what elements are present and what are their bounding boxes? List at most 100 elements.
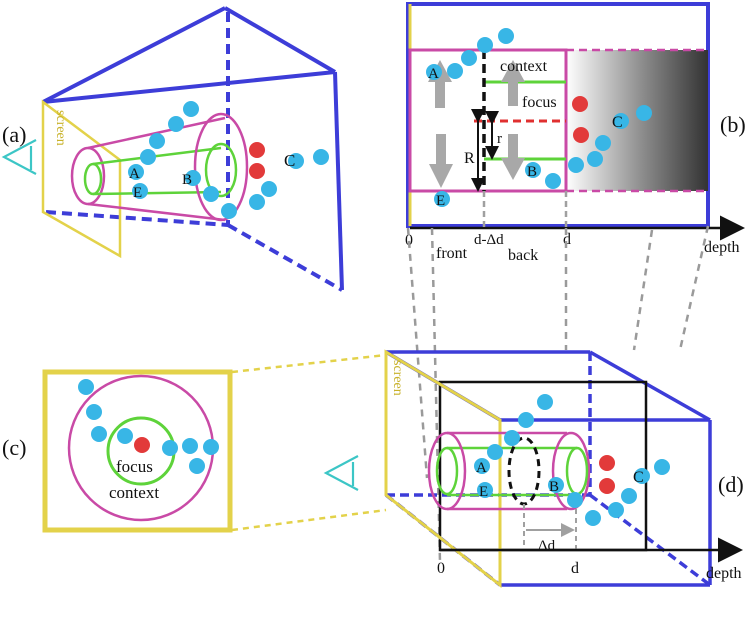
delta-d-label: Δd xyxy=(538,538,556,554)
point-label-C-d: C xyxy=(633,469,644,486)
point xyxy=(288,153,304,169)
points-c xyxy=(78,379,219,474)
point xyxy=(585,510,601,526)
eye-icon xyxy=(323,455,359,491)
point xyxy=(461,50,477,66)
point-label-A: A xyxy=(129,166,140,182)
point xyxy=(203,439,219,455)
axis-d-d: d xyxy=(571,560,579,577)
back-label: back xyxy=(508,247,538,264)
screen-plane-d xyxy=(384,349,502,589)
point-E xyxy=(434,191,450,207)
point xyxy=(140,149,156,165)
point-label-E: E xyxy=(133,185,142,201)
axis-zero-b: 0 xyxy=(405,232,413,249)
point-B xyxy=(525,162,541,178)
point xyxy=(654,459,670,475)
point xyxy=(117,428,133,444)
point xyxy=(183,101,199,117)
panel-a: (a) screen xyxy=(1,6,344,292)
panel-label-c: (c) xyxy=(2,435,26,460)
point-label-E-b: E xyxy=(436,193,445,209)
panel-label-b: (b) xyxy=(720,112,746,137)
front-label: front xyxy=(436,245,468,262)
focus-point xyxy=(134,437,150,453)
panel-b: (b) R r context focus xyxy=(405,2,746,264)
focus-point xyxy=(573,127,589,143)
point xyxy=(313,149,329,165)
point xyxy=(261,181,277,197)
point-A xyxy=(426,64,442,80)
point xyxy=(498,28,514,44)
screen-plane-a xyxy=(41,99,122,259)
focus-point xyxy=(599,455,615,471)
point xyxy=(149,133,165,149)
screen-view-c xyxy=(42,369,233,533)
axis-d-minus-delta-d: d-Δd xyxy=(474,232,504,248)
eye-icon xyxy=(1,139,37,175)
point-C xyxy=(613,113,629,129)
points-b xyxy=(426,28,652,207)
panel-d: (d) screen xyxy=(323,349,744,589)
focus-point xyxy=(572,96,588,112)
point-E xyxy=(477,482,493,498)
point-label-B-b: B xyxy=(527,164,537,180)
screen-label-a: screen xyxy=(53,110,68,146)
point-E xyxy=(132,183,148,199)
point xyxy=(504,430,520,446)
point xyxy=(587,151,603,167)
point xyxy=(91,426,107,442)
point-label-C: C xyxy=(284,151,295,170)
cylinder-a xyxy=(70,112,249,222)
panel-label-a: (a) xyxy=(2,122,26,147)
point xyxy=(249,194,265,210)
point-B xyxy=(185,170,201,186)
points-d xyxy=(474,394,670,526)
point-label-A-d: A xyxy=(476,460,487,476)
point xyxy=(221,203,237,219)
point xyxy=(595,135,611,151)
point xyxy=(487,444,503,460)
point-A xyxy=(128,164,144,180)
point-C xyxy=(634,468,650,484)
point-label-B-d: B xyxy=(549,479,559,495)
point-label-B: B xyxy=(182,172,192,188)
point-label-C-b: C xyxy=(612,114,623,131)
focus-point xyxy=(599,478,615,494)
point xyxy=(162,440,178,456)
focus-point xyxy=(249,142,265,158)
point xyxy=(78,379,94,395)
frustum-a xyxy=(42,6,344,292)
axis-depth-d: depth xyxy=(706,565,742,582)
axis-depth-b: depth xyxy=(704,239,740,256)
focus-point xyxy=(249,163,265,179)
point xyxy=(203,186,219,202)
depth-gradient xyxy=(566,50,708,191)
guides-c-d xyxy=(231,353,387,532)
point xyxy=(636,105,652,121)
direction-arrows-b xyxy=(428,60,525,188)
point-label-A-b: A xyxy=(428,66,439,82)
point-label-E-d: E xyxy=(479,484,488,500)
point xyxy=(608,502,624,518)
focus-label-b: focus xyxy=(522,94,557,111)
panel-c: (c) focus context xyxy=(2,369,233,533)
radius-R-label: R xyxy=(464,150,475,167)
screen-label-d: screen xyxy=(390,360,405,396)
axis-zero-d: 0 xyxy=(437,560,445,577)
point xyxy=(545,173,561,189)
axis-d-b: d xyxy=(563,231,571,248)
panel-label-d: (d) xyxy=(718,472,744,497)
point xyxy=(621,488,637,504)
point xyxy=(568,157,584,173)
context-label-c: context xyxy=(109,483,159,502)
point-B xyxy=(548,477,564,493)
point xyxy=(86,404,102,420)
point xyxy=(447,63,463,79)
focus-label-c: focus xyxy=(116,457,153,476)
point xyxy=(182,438,198,454)
points-a xyxy=(128,101,329,219)
context-label-b: context xyxy=(500,58,548,75)
point xyxy=(189,458,205,474)
